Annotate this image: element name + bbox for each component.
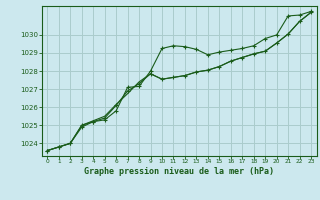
- X-axis label: Graphe pression niveau de la mer (hPa): Graphe pression niveau de la mer (hPa): [84, 167, 274, 176]
